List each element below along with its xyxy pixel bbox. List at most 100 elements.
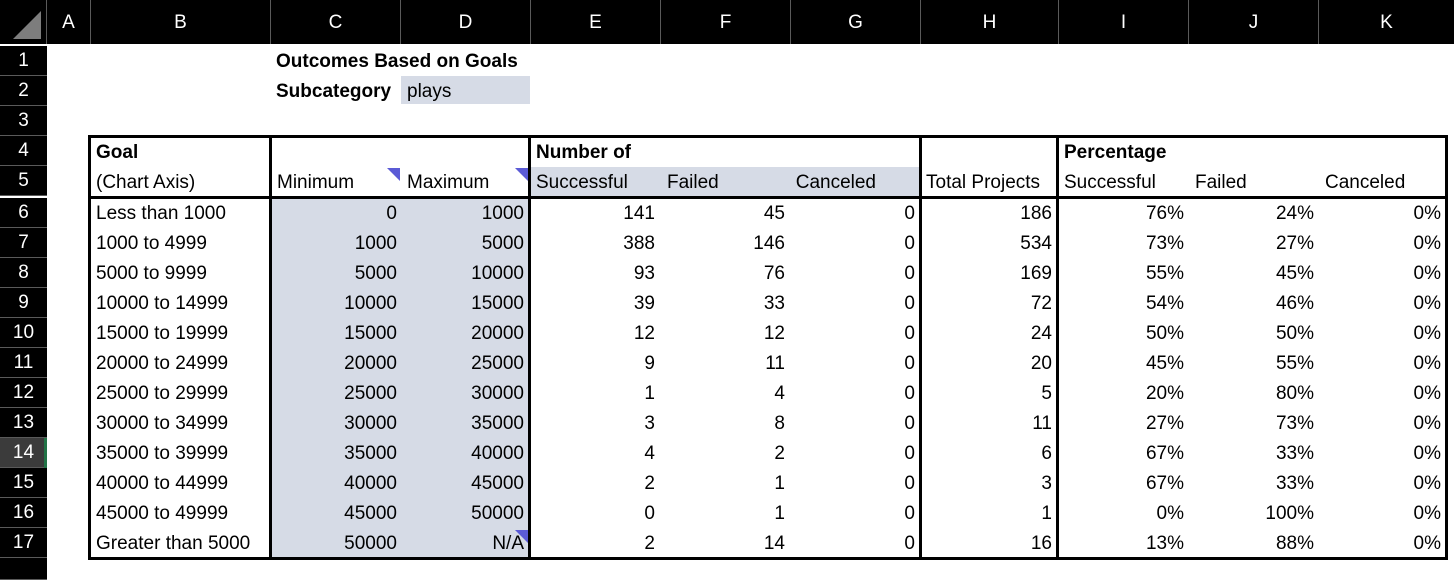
row-header-13[interactable]: 13	[0, 408, 47, 438]
maximum-header[interactable]: Maximum	[407, 172, 490, 193]
goal-cell[interactable]: 10000 to 14999	[96, 293, 229, 314]
goal-cell[interactable]: Greater than 5000	[96, 533, 251, 554]
percent-successful-cell[interactable]: 54%	[1145, 293, 1184, 314]
goal-cell[interactable]: 25000 to 29999	[96, 383, 229, 404]
percent-canceled-cell[interactable]: 0%	[1413, 503, 1441, 524]
row-header-15[interactable]: 15	[0, 468, 47, 498]
column-header-e[interactable]: E	[531, 0, 661, 44]
maximum-cell[interactable]: 5000	[481, 233, 524, 254]
minimum-cell[interactable]: 20000	[344, 353, 397, 374]
successful-count-cell[interactable]: 93	[633, 263, 655, 284]
percent-failed-cell[interactable]: 50%	[1275, 323, 1314, 344]
goal-cell[interactable]: 15000 to 19999	[96, 323, 229, 344]
percent-successful-cell[interactable]: 50%	[1145, 323, 1184, 344]
minimum-cell[interactable]: 5000	[354, 263, 397, 284]
successful-count-cell[interactable]: 2	[644, 473, 655, 494]
percent-failed-cell[interactable]: 80%	[1275, 383, 1314, 404]
failed-count-cell[interactable]: 8	[774, 413, 785, 434]
canceled-count-cell[interactable]: 0	[904, 503, 915, 524]
successful-count-cell[interactable]: 12	[633, 323, 655, 344]
subcategory-input[interactable]: plays	[407, 81, 452, 102]
percent-canceled-cell[interactable]: 0%	[1413, 323, 1441, 344]
percent-successful-cell[interactable]: 76%	[1145, 203, 1184, 224]
canceled-count-cell[interactable]: 0	[904, 413, 915, 434]
column-header-c[interactable]: C	[271, 0, 401, 44]
successful-count-cell[interactable]: 2	[644, 533, 655, 554]
row-header-10[interactable]: 10	[0, 318, 47, 348]
percent-failed-cell[interactable]: 46%	[1275, 293, 1314, 314]
maximum-cell[interactable]: 30000	[471, 383, 524, 404]
row-header-14-selected[interactable]: 14	[0, 438, 47, 468]
minimum-cell[interactable]: 45000	[344, 503, 397, 524]
subcategory-label[interactable]: Subcategory	[276, 81, 392, 102]
total-projects-cell[interactable]: 20	[1030, 353, 1052, 374]
percent-failed-cell[interactable]: 27%	[1275, 233, 1314, 254]
minimum-cell[interactable]: 1000	[354, 233, 397, 254]
failed-count-cell[interactable]: 1	[774, 503, 785, 524]
column-header-k[interactable]: K	[1380, 12, 1393, 33]
failed-count-cell[interactable]: 4	[774, 383, 785, 404]
minimum-cell[interactable]: 10000	[344, 293, 397, 314]
column-header-g[interactable]: G	[791, 0, 921, 44]
canceled-count-cell[interactable]: 0	[904, 353, 915, 374]
column-header-d[interactable]: D	[401, 0, 531, 44]
maximum-cell[interactable]: 25000	[471, 353, 524, 374]
comment-indicator-icon[interactable]	[515, 530, 528, 543]
percent-canceled-cell[interactable]: 0%	[1413, 233, 1441, 254]
failed-count-cell[interactable]: 146	[753, 233, 785, 254]
maximum-cell[interactable]: 40000	[471, 443, 524, 464]
goal-cell[interactable]: 1000 to 4999	[96, 233, 207, 254]
number-failed-header[interactable]: Failed	[667, 172, 719, 193]
failed-count-cell[interactable]: 2	[774, 443, 785, 464]
percent-failed-cell[interactable]: 33%	[1275, 443, 1314, 464]
goal-cell[interactable]: 20000 to 24999	[96, 353, 229, 374]
canceled-count-cell[interactable]: 0	[904, 383, 915, 404]
column-header-f[interactable]: F	[661, 0, 791, 44]
failed-count-cell[interactable]: 33	[763, 293, 785, 314]
canceled-count-cell[interactable]: 0	[904, 233, 915, 254]
maximum-cell[interactable]: 15000	[471, 293, 524, 314]
percent-failed-cell[interactable]: 33%	[1275, 473, 1314, 494]
percent-canceled-cell[interactable]: 0%	[1413, 263, 1441, 284]
total-projects-cell[interactable]: 169	[1020, 263, 1052, 284]
percent-successful-cell[interactable]: 20%	[1145, 383, 1184, 404]
percent-failed-cell[interactable]: 73%	[1275, 413, 1314, 434]
minimum-cell[interactable]: 35000	[344, 443, 397, 464]
row-header-6[interactable]: 6	[0, 198, 47, 228]
goal-cell[interactable]: 40000 to 44999	[96, 473, 229, 494]
goal-cell[interactable]: Less than 1000	[96, 203, 226, 224]
percent-canceled-cell[interactable]: 0%	[1413, 203, 1441, 224]
row-header-4[interactable]: 4	[0, 136, 47, 166]
canceled-count-cell[interactable]: 0	[904, 533, 915, 554]
canceled-count-cell[interactable]: 0	[904, 263, 915, 284]
minimum-cell[interactable]: 50000	[344, 533, 397, 554]
percent-successful-header[interactable]: Successful	[1064, 172, 1156, 193]
comment-indicator-icon[interactable]	[515, 168, 528, 181]
total-projects-cell[interactable]: 24	[1030, 323, 1052, 344]
total-projects-cell[interactable]: 16	[1030, 533, 1052, 554]
total-projects-cell[interactable]: 5	[1041, 383, 1052, 404]
row-header-18[interactable]	[0, 558, 47, 580]
total-projects-cell[interactable]: 186	[1020, 203, 1052, 224]
canceled-count-cell[interactable]: 0	[904, 473, 915, 494]
maximum-cell[interactable]: 20000	[471, 323, 524, 344]
column-header-a[interactable]: A	[47, 0, 91, 44]
row-header-3[interactable]: 3	[0, 106, 47, 136]
row-header-5[interactable]: 5	[0, 166, 47, 196]
percent-canceled-cell[interactable]: 0%	[1413, 533, 1441, 554]
minimum-cell[interactable]: 15000	[344, 323, 397, 344]
failed-count-cell[interactable]: 11	[765, 353, 785, 374]
failed-count-cell[interactable]: 12	[763, 323, 785, 344]
percent-successful-cell[interactable]: 67%	[1145, 473, 1184, 494]
total-projects-header[interactable]: Total Projects	[926, 172, 1041, 193]
maximum-cell[interactable]: 1000	[481, 203, 524, 224]
total-projects-cell[interactable]: 11	[1032, 413, 1052, 434]
row-header-7[interactable]: 7	[0, 228, 47, 258]
chart-axis-header[interactable]: (Chart Axis)	[96, 172, 196, 193]
minimum-cell[interactable]: 0	[386, 203, 397, 224]
successful-count-cell[interactable]: 9	[644, 353, 655, 374]
successful-count-cell[interactable]: 0	[644, 503, 655, 524]
percent-successful-cell[interactable]: 73%	[1145, 233, 1184, 254]
successful-count-cell[interactable]: 1	[644, 383, 655, 404]
row-header-9[interactable]: 9	[0, 288, 47, 318]
